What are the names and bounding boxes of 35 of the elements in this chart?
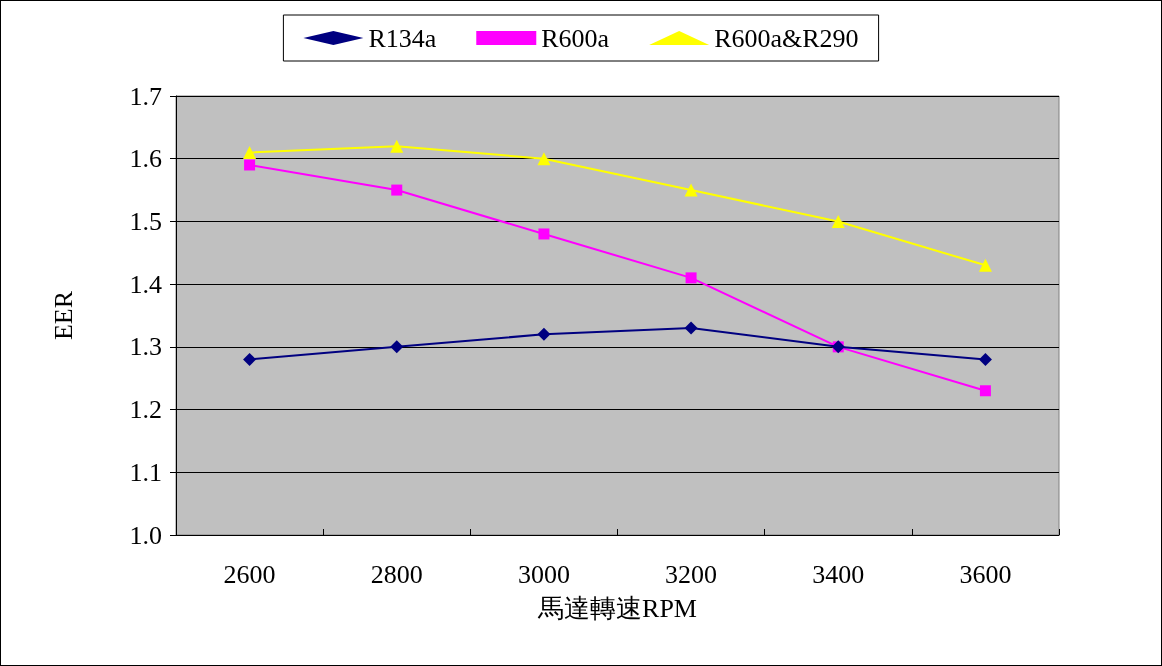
point [979,385,991,397]
point [978,258,992,272]
y-tick-label: 1.5 [129,206,162,236]
x-tick-label: 3400 [812,559,865,589]
y-tick-label: 1.6 [129,144,162,174]
x-tick-label: 3200 [665,559,718,589]
point [538,228,550,240]
x-tick-label: 3600 [959,559,1012,589]
x-tick-label: 2800 [370,559,423,589]
point [537,152,551,166]
point [390,139,404,153]
point [831,214,845,228]
y-tick-label: 1.2 [129,395,162,425]
point [243,352,257,366]
y-axis-title: EER [48,290,78,341]
point [243,145,257,159]
y-tick-label: 1.7 [129,81,162,111]
y-tick-label: 1.4 [129,269,162,299]
point [390,340,404,354]
y-tick-label: 1.1 [129,457,162,487]
point [537,327,551,341]
point [684,183,698,197]
legend-label: R600a [541,23,610,53]
point [684,321,698,335]
point [685,272,697,284]
point [244,159,256,171]
y-tick-label: 1.0 [129,520,162,550]
legend-label: R600a&R290 [714,23,859,53]
point [391,184,403,196]
x-tick-label: 3000 [517,559,570,589]
legend-label: R134a [368,23,437,53]
y-tick-label: 1.3 [129,332,162,362]
x-tick-label: 2600 [223,559,276,589]
point [978,352,992,366]
x-axis-title: 馬達轉速RPM [537,593,697,623]
